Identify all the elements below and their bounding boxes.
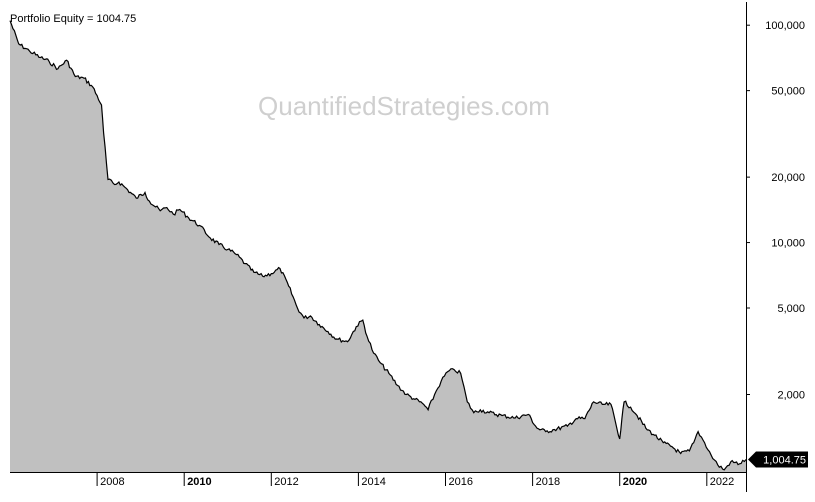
last-value-label: 1,004.75 — [763, 454, 806, 466]
x-tick-label: 2016 — [449, 476, 473, 488]
x-tick-label: 2008 — [100, 476, 124, 488]
x-axis: 2008 2010 2012 2014 2016 2018 2020 2022 — [10, 472, 746, 488]
equity-line — [9, 20, 747, 471]
x-tick-label: 2010 — [187, 476, 211, 488]
y-tick-label: 5,000 — [777, 303, 805, 315]
y-tick-label: 20,000 — [771, 172, 805, 184]
last-value-tag-shape — [748, 451, 808, 468]
x-tick-label: 2018 — [536, 476, 560, 488]
y-axis: 100,000 50,000 20,000 10,000 5,000 2,000 — [746, 2, 805, 492]
y-tick-label: 50,000 — [771, 86, 805, 98]
last-value-tag: 1,004.75 — [748, 451, 808, 468]
x-tick-label: 2020 — [623, 476, 647, 488]
y-tick-label: 2,000 — [777, 389, 805, 401]
watermark-text: QuantifiedStrategies.com — [258, 91, 550, 121]
x-tick-label: 2022 — [710, 476, 734, 488]
x-tick-label: 2014 — [361, 476, 385, 488]
equity-area — [10, 20, 746, 472]
y-tick-label: 10,000 — [771, 238, 805, 250]
y-tick-label: 100,000 — [765, 20, 805, 32]
x-tick-label: 2012 — [274, 476, 298, 488]
chart-title: Portfolio Equity = 1004.75 — [10, 13, 136, 25]
